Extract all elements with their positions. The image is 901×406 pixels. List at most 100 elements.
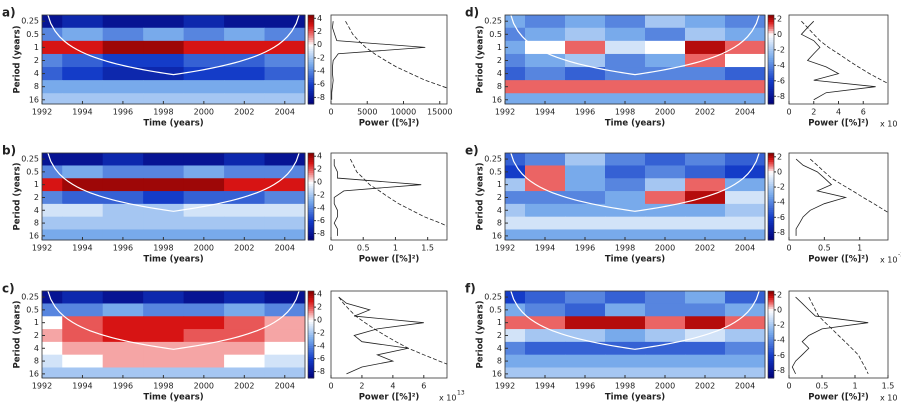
colorbar-step: [768, 369, 774, 372]
x-tick-label: 2004: [735, 244, 755, 253]
heat-cell: [224, 53, 266, 68]
heat-cell: [525, 27, 566, 42]
y-tick-label: 4: [34, 344, 39, 353]
colorbar-tick-label: 0: [777, 30, 782, 39]
heat-cell: [183, 354, 225, 368]
colorbar-step: [768, 35, 774, 38]
colorbar-step: [768, 72, 774, 76]
x-tick-label: 1996: [113, 382, 133, 391]
colorbar-step: [768, 172, 774, 176]
heat-cell: [525, 367, 566, 379]
colorbar-step: [308, 66, 314, 69]
heat-cell: [264, 291, 306, 304]
heat-cell: [525, 178, 566, 192]
heat-cell: [685, 53, 726, 68]
panel-label: d): [465, 6, 479, 20]
power-frame: [788, 152, 889, 241]
colorbar-step: [308, 39, 314, 43]
colorbar-step: [308, 218, 314, 221]
significance-level: [349, 158, 447, 227]
colorbar-step: [308, 375, 314, 379]
heat-cell: [102, 191, 144, 205]
x-tick-label: 2000: [655, 244, 675, 253]
colorbar-step: [768, 319, 774, 322]
y-tick-label: 0.25: [484, 17, 502, 26]
colorbar-step: [768, 192, 774, 195]
colorbar-step: [308, 231, 314, 234]
colorbar-step: [308, 304, 314, 307]
heat-cell: [224, 216, 266, 230]
heat-cell: [725, 216, 766, 230]
colorbar-step: [768, 189, 774, 193]
colorbar-step: [768, 185, 774, 189]
heat-cell: [143, 303, 185, 317]
colorbar-step: [768, 176, 774, 180]
colorbar-step: [768, 55, 774, 58]
significance-level: [809, 158, 888, 213]
heat-cell: [505, 27, 526, 42]
heat-cell: [42, 40, 63, 55]
y-tick-label: 2: [497, 331, 502, 340]
heat-cell: [143, 80, 185, 94]
colorbar-step: [308, 343, 314, 346]
colorbar-step: [768, 23, 774, 27]
x-tick-label: 2004: [275, 382, 295, 391]
x-tick-label: 1994: [72, 244, 92, 253]
x-tick-label: 2000: [194, 244, 214, 253]
colorbar-frame: [767, 152, 775, 241]
colorbar-tick-label: 0: [777, 305, 782, 314]
heat-cell: [102, 291, 144, 304]
colorbar-step: [308, 338, 314, 342]
colorbar-step: [768, 301, 774, 305]
heat-cell: [183, 67, 225, 81]
heat-cell: [264, 216, 306, 230]
heat-cell: [42, 329, 63, 343]
heat-cell: [505, 229, 526, 241]
heat-cell: [685, 303, 726, 317]
heat-cell: [605, 316, 646, 330]
colorbar-step: [768, 75, 774, 78]
x-tick-label: 2002: [234, 108, 254, 117]
heat-cell: [525, 229, 566, 241]
colorbar-tick-label: 2: [317, 27, 322, 36]
heat-cell: [605, 216, 646, 230]
colorbar-step: [768, 345, 774, 349]
power-tick-label: 10000: [391, 108, 416, 117]
colorbar-step: [308, 179, 314, 182]
global-power: [800, 20, 876, 101]
heat-cell: [605, 15, 646, 29]
colorbar-step: [308, 347, 314, 351]
colorbar-step: [308, 19, 314, 23]
colorbar-tick-label: 4: [317, 14, 322, 23]
colorbar-step: [308, 360, 314, 364]
significance-level: [808, 296, 869, 375]
heat-cell: [525, 329, 566, 343]
colorbar-frame: [767, 290, 775, 379]
x-tick-label: 1998: [153, 108, 173, 117]
colorbar-step: [308, 203, 314, 206]
heat-cell: [62, 27, 104, 42]
heat-cell: [264, 329, 306, 343]
heat-cell: [143, 15, 185, 29]
heat-cell: [102, 203, 144, 218]
heat-cell: [264, 15, 306, 29]
colorbar-step: [768, 371, 774, 375]
colorbar-step: [308, 220, 314, 224]
heat-cell: [605, 165, 646, 179]
power-tick-label: 0: [786, 382, 791, 391]
heat-cell: [264, 303, 306, 317]
heat-cell: [605, 341, 646, 356]
heat-cell: [183, 93, 225, 105]
heat-cell: [102, 15, 144, 29]
heat-cell: [42, 191, 63, 205]
y-tick-label: 8: [497, 82, 502, 91]
colorbar-step: [768, 48, 774, 52]
colorbar-step: [308, 17, 314, 20]
heat-cell: [685, 341, 726, 356]
colorbar-step: [308, 32, 314, 36]
colorbar-tick-label: -8: [317, 367, 325, 376]
colorbar-step: [308, 371, 314, 375]
colorbar-step: [308, 321, 314, 325]
heat-cell: [62, 67, 104, 81]
colorbar-step: [768, 229, 774, 232]
